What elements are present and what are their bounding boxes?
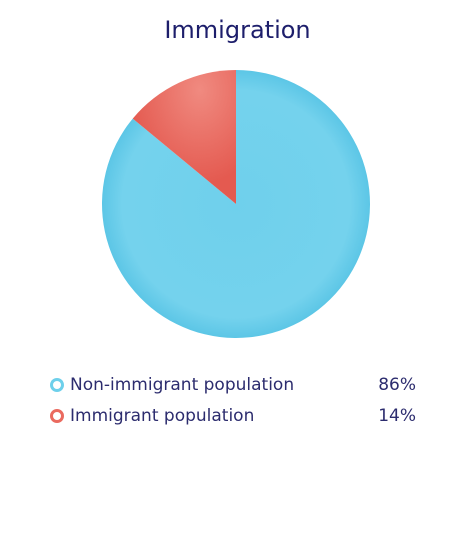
pie-chart	[101, 70, 370, 338]
chart-title: Immigration	[164, 16, 311, 44]
legend-item-non-immigrant[interactable]: Non-immigrant population 86%	[50, 369, 416, 400]
legend-marker-immigrant	[50, 408, 64, 423]
legend-value-immigrant: 14%	[378, 405, 416, 426]
legend-item-immigrant[interactable]: Immigrant population 14%	[50, 400, 416, 431]
pie-slice-immigrant[interactable]	[132, 70, 236, 204]
pie-slice-non-immigrant[interactable]	[101, 70, 370, 338]
legend: Non-immigrant population 86% Immigrant p…	[50, 369, 416, 431]
legend-label-non-immigrant: Non-immigrant population	[70, 374, 295, 395]
legend-marker-non-immigrant	[50, 377, 64, 392]
legend-label-immigrant: Immigrant population	[70, 405, 255, 426]
legend-value-non-immigrant: 86%	[378, 374, 416, 395]
